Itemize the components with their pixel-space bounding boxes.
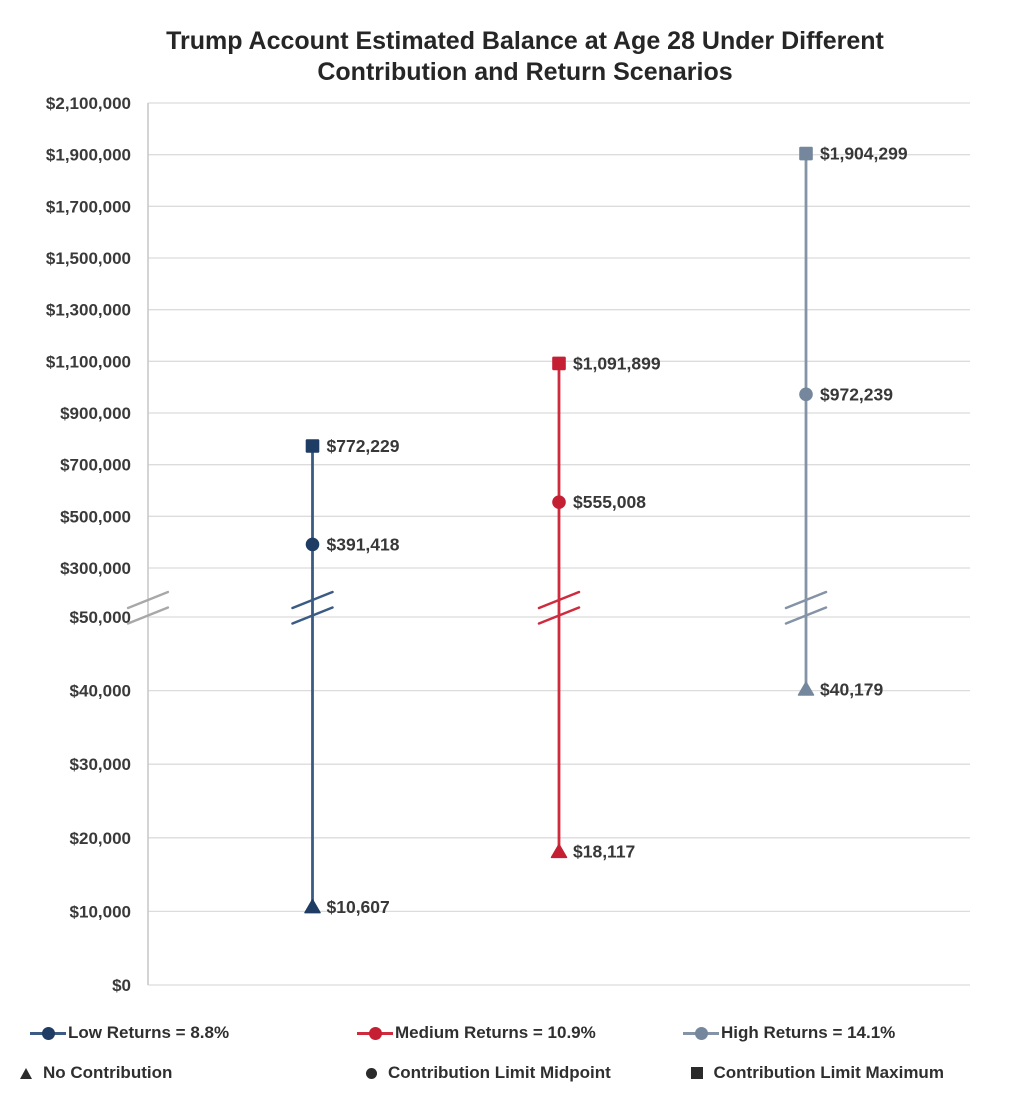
series-break-icon xyxy=(291,590,334,610)
y-tick-label: $20,000 xyxy=(70,829,131,848)
y-tick-label: $1,500,000 xyxy=(46,249,131,268)
y-tick-label: $1,700,000 xyxy=(46,197,131,216)
square-marker-icon xyxy=(691,1067,703,1079)
circle-marker-icon xyxy=(552,495,566,509)
legend-label: Contribution Limit Midpoint xyxy=(388,1063,611,1082)
legend-item-low-returns: Low Returns = 8.8% xyxy=(30,1019,229,1047)
circle-marker-icon xyxy=(305,537,320,552)
legend-item-contribution-limit-maximum: Contribution Limit Maximum xyxy=(691,1059,944,1087)
legend-label: No Contribution xyxy=(43,1063,173,1082)
y-tick-label: $500,000 xyxy=(60,507,131,526)
y-tick-label: $1,100,000 xyxy=(46,352,131,371)
triangle-marker-icon xyxy=(20,1067,32,1079)
y-tick-label: $300,000 xyxy=(60,559,131,578)
legend-label: High Returns = 14.1% xyxy=(721,1023,896,1042)
y-tick-label: $900,000 xyxy=(60,404,131,423)
circle-marker-icon xyxy=(366,1067,377,1079)
y-tick-label: $700,000 xyxy=(60,456,131,475)
triangle-marker-icon xyxy=(550,843,568,859)
axis-break-icon xyxy=(126,590,170,610)
data-point-label: $1,904,299 xyxy=(820,144,908,164)
data-point-label: $10,607 xyxy=(327,897,390,917)
data-point-label: $18,117 xyxy=(573,842,635,862)
y-tick-label: $0 xyxy=(112,976,131,995)
legend-item-medium-returns: Medium Returns = 10.9% xyxy=(357,1019,596,1047)
data-point-label: $772,229 xyxy=(327,436,400,456)
y-tick-label: $2,100,000 xyxy=(46,94,131,113)
data-point-label: $972,239 xyxy=(820,384,893,404)
data-point-label: $1,091,899 xyxy=(573,353,661,373)
line-circle-marker-icon xyxy=(30,1026,66,1040)
series-break-icon xyxy=(537,590,581,610)
chart-title: Trump Account Estimated Balance at Age 2… xyxy=(17,26,1016,88)
triangle-marker-icon xyxy=(304,898,321,914)
circle-marker-icon xyxy=(799,387,813,402)
series-break-icon xyxy=(784,606,828,625)
triangle-marker-icon xyxy=(797,681,815,696)
legend-label: Contribution Limit Maximum xyxy=(713,1063,944,1082)
line-circle-marker-icon xyxy=(357,1026,393,1040)
y-tick-label: $30,000 xyxy=(70,755,131,774)
chart-plot-area: $2,100,000 $1,900,000 $1,700,000 $1,500,000… xyxy=(46,94,970,995)
square-marker-icon xyxy=(305,439,320,453)
data-point-label: $40,179 xyxy=(820,679,884,699)
chart-title-line1: Trump Account Estimated Balance at Age 2… xyxy=(166,27,884,55)
line-circle-marker-icon xyxy=(683,1026,719,1040)
legend-item-high-returns: High Returns = 14.1% xyxy=(683,1019,895,1047)
y-tick-label: $1,900,000 xyxy=(46,146,131,165)
y-tick-label: $40,000 xyxy=(70,682,131,701)
legend-contributions-row: No Contribution Contribution Limit Midpo… xyxy=(0,1059,1016,1087)
data-point-label: $391,418 xyxy=(327,534,400,554)
legend-returns-row: Low Returns = 8.8% Medium Returns = 10.9… xyxy=(0,1019,1016,1047)
legend-item-contribution-limit-midpoint: Contribution Limit Midpoint xyxy=(366,1059,611,1087)
chart-title-line2: Contribution and Return Scenarios xyxy=(317,58,733,86)
y-tick-label: $10,000 xyxy=(70,902,131,921)
axis-break-icon xyxy=(126,606,170,625)
legend-item-no-contribution: No Contribution xyxy=(20,1059,172,1087)
y-tick-label: $50,000 xyxy=(70,608,131,627)
legend-label: Low Returns = 8.8% xyxy=(68,1023,230,1042)
series-break-icon xyxy=(537,606,581,625)
series-break-icon xyxy=(784,590,828,610)
y-tick-label: $1,300,000 xyxy=(46,301,131,320)
data-point-label: $555,008 xyxy=(573,492,646,512)
square-marker-icon xyxy=(799,146,813,161)
series-break-icon xyxy=(291,606,334,625)
square-marker-icon xyxy=(552,356,566,371)
legend-label: Medium Returns = 10.9% xyxy=(395,1023,596,1042)
